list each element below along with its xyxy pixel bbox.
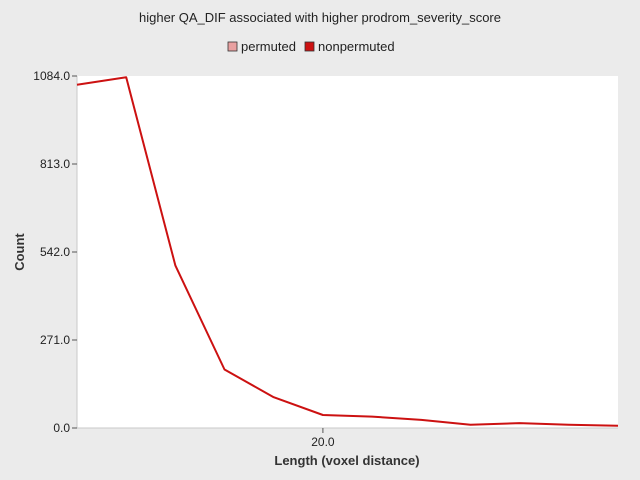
legend-label-nonpermuted: nonpermuted xyxy=(318,39,395,54)
y-tick-label: 271.0 xyxy=(40,333,70,347)
legend-swatch-permuted xyxy=(227,41,238,52)
series-layer xyxy=(76,76,619,427)
y-tick-label: 813.0 xyxy=(40,157,70,171)
y-tick-label: 1084.0 xyxy=(33,69,70,83)
chart-title: higher QA_DIF associated with higher pro… xyxy=(139,10,501,25)
y-axis-label: Count xyxy=(12,233,27,271)
y-tick-label: 542.0 xyxy=(40,245,70,259)
legend-swatch-nonpermuted xyxy=(304,41,315,52)
y-tick-label: 0.0 xyxy=(53,421,70,435)
x-tick-label: 20.0 xyxy=(311,435,335,449)
y-axis-ticks: 0.0 271.0 542.0 813.0 1084.0 xyxy=(33,69,77,435)
x-axis-ticks: 20.0 xyxy=(311,428,335,449)
plot-area xyxy=(77,76,618,428)
legend-label-permuted: permuted xyxy=(241,39,296,54)
legend: permuted nonpermuted xyxy=(227,39,395,54)
x-axis-label: Length (voxel distance) xyxy=(274,453,419,468)
series-line-nonpermuted xyxy=(76,76,619,427)
